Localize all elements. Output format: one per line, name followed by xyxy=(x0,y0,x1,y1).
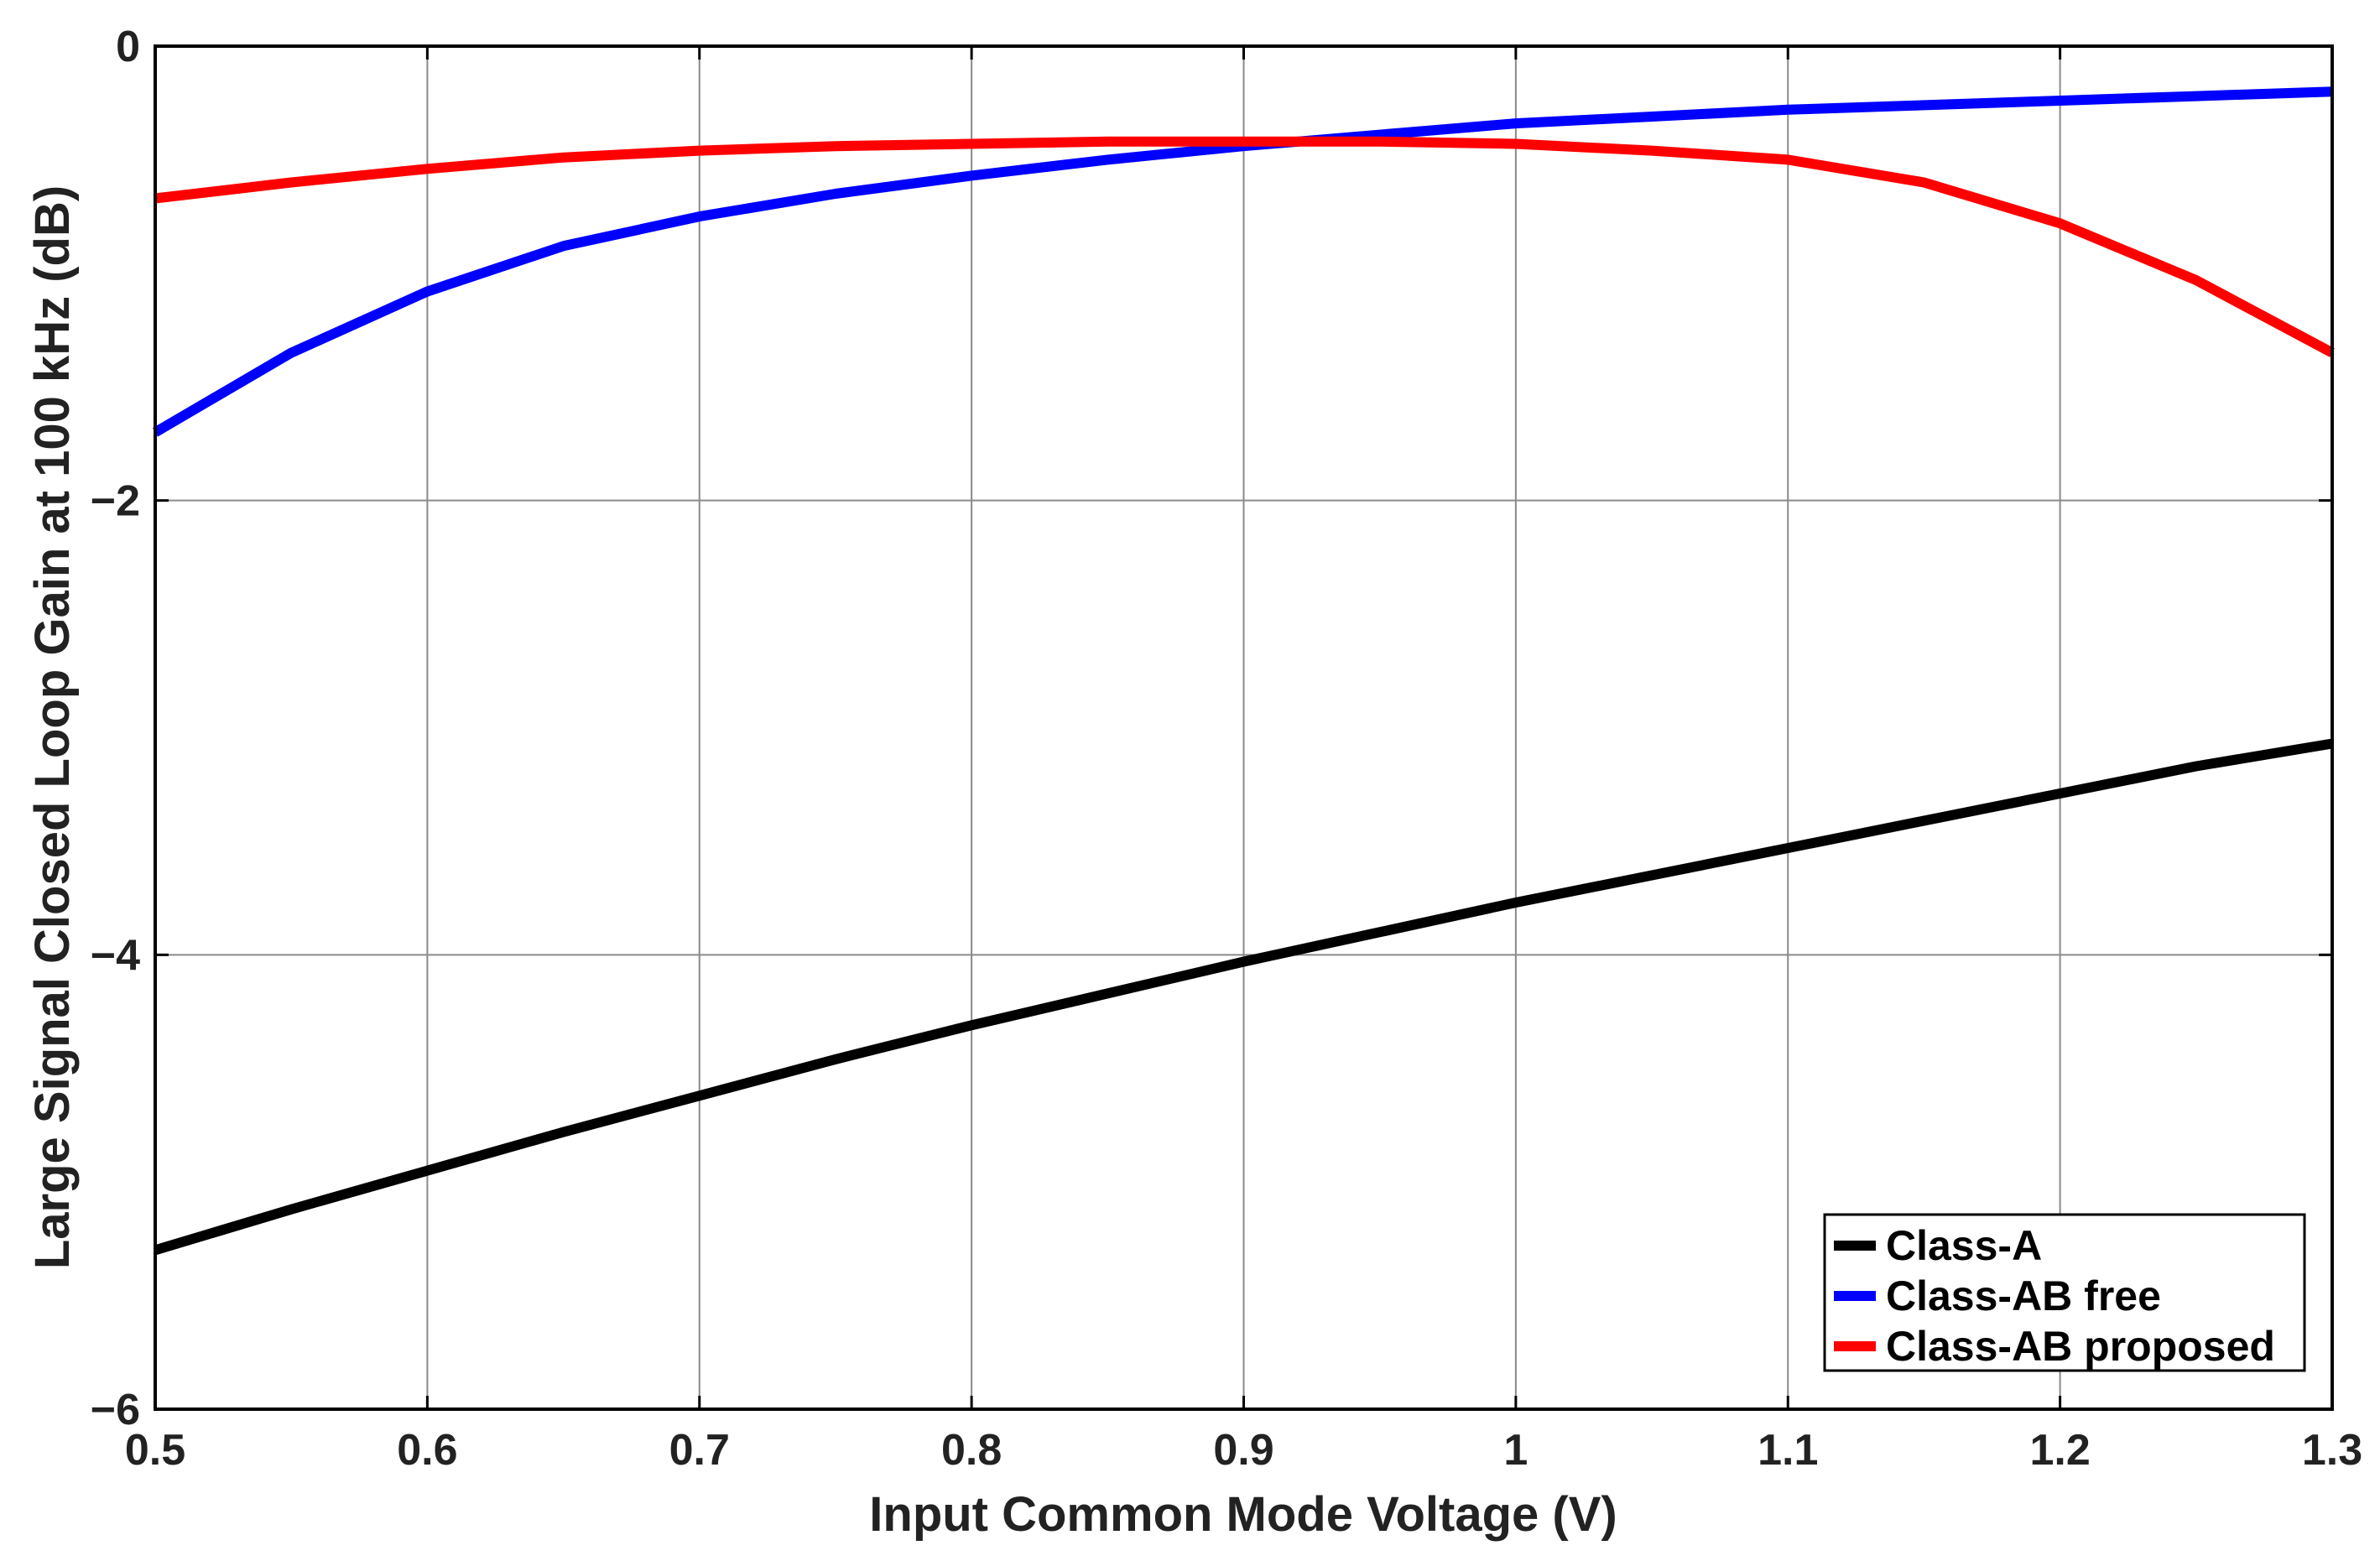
x-tick-label: 0.5 xyxy=(125,1426,185,1475)
x-axis-tick-labels: 0.5 0.6 0.7 0.8 0.9 1 1.1 1.2 1.3 xyxy=(125,1426,2362,1475)
series-line-class-ab-proposed xyxy=(154,136,2335,357)
x-tick-label: 1 xyxy=(1503,1426,1528,1475)
x-tick-label: 1.3 xyxy=(2302,1426,2362,1475)
series-lines xyxy=(152,86,2335,1256)
y-axis-label: Large Signal Closed Loop Gain at 100 kHz… xyxy=(25,185,80,1269)
x-tick-label: 0.9 xyxy=(1213,1426,1273,1475)
x-tick-label: 0.8 xyxy=(941,1426,1002,1475)
legend-label-class-ab-proposed: Class-AB proposed xyxy=(1886,1323,2275,1370)
y-tick-label: −4 xyxy=(91,931,140,980)
series-line-class-a xyxy=(154,738,2333,1256)
legend-box xyxy=(1823,1213,2306,1372)
x-tick-label: 1.2 xyxy=(2029,1426,2090,1475)
y-tick-label: −6 xyxy=(91,1386,140,1434)
x-tick-label: 1.1 xyxy=(1758,1426,1818,1475)
x-tick-label: 0.7 xyxy=(669,1426,730,1475)
y-tick-label: 0 xyxy=(116,23,140,71)
legend-label-class-ab-free: Class-AB free xyxy=(1886,1272,2161,1319)
axis-ticks xyxy=(154,44,2334,1411)
y-axis-tick-labels: 0 −2 −4 −6 xyxy=(91,23,140,1434)
legend-label-class-a: Class-A xyxy=(1886,1222,2042,1269)
x-axis-label: Input Common Mode Voltage (V) xyxy=(869,1487,1617,1542)
y-tick-label: −2 xyxy=(91,477,140,526)
x-tick-label: 0.6 xyxy=(397,1426,457,1475)
grid xyxy=(155,46,2332,1409)
